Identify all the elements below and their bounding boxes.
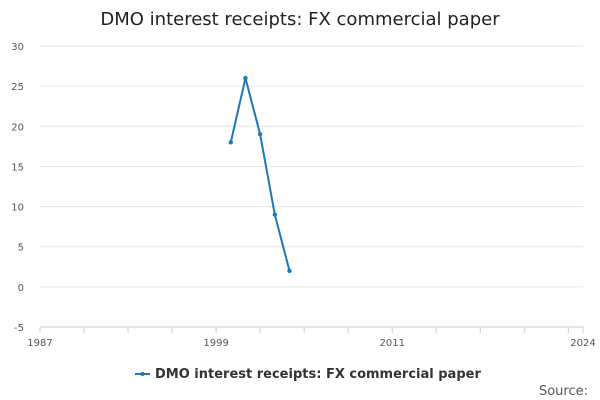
legend-label: DMO interest receipts: FX commercial pap… (155, 367, 481, 382)
y-tick-label: 20 (11, 122, 24, 133)
data-point[interactable] (257, 132, 263, 137)
y-tick-label: 0 (18, 283, 24, 294)
y-tick-label: -5 (14, 323, 24, 334)
y-tick-label: 10 (11, 203, 24, 214)
y-tick-label: 15 (11, 162, 24, 173)
y-tick-label: 30 (11, 42, 24, 53)
x-tick-label: 1987 (27, 338, 52, 349)
x-tick-label: 2024 (570, 338, 595, 349)
y-axis: 30 25 20 15 10 5 0 -5 (11, 42, 24, 334)
x-axis: 1987 1999 2011 2024 (27, 327, 596, 349)
series-path (229, 77, 291, 272)
x-tick-label: 1999 (203, 338, 228, 349)
data-point[interactable] (243, 75, 248, 81)
legend[interactable]: DMO interest receipts: FX commercial pap… (135, 367, 481, 382)
data-point[interactable] (272, 212, 278, 217)
source-label: Source: (539, 384, 588, 399)
series-line (228, 75, 292, 273)
data-point[interactable] (228, 140, 233, 145)
x-tick-label: 2011 (379, 338, 404, 349)
chart-title: DMO interest receipts: FX commercial pap… (100, 9, 500, 30)
grid (40, 45, 583, 328)
y-tick-label: 5 (18, 243, 24, 254)
data-point[interactable] (287, 268, 292, 273)
legend-marker (140, 372, 145, 376)
y-tick-label: 25 (11, 82, 24, 93)
